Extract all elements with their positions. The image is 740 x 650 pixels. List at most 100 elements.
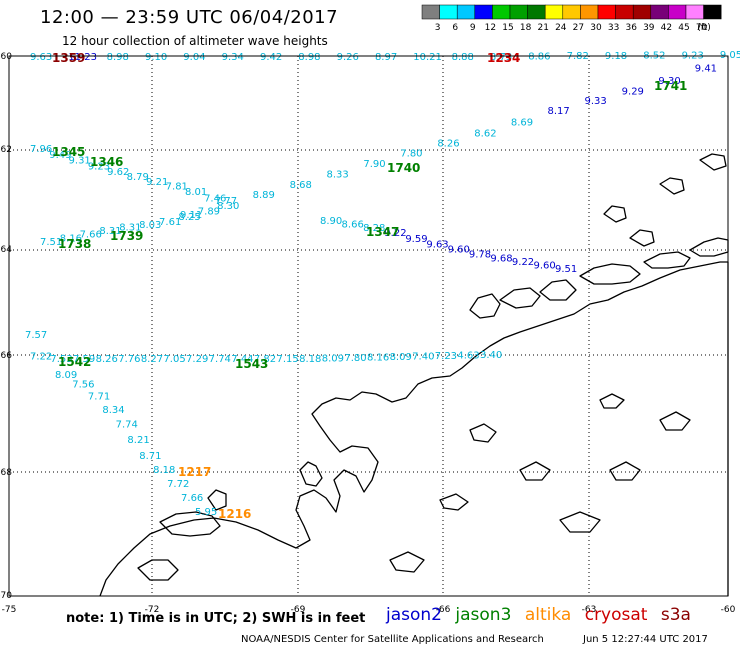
pass-time-label: 1347	[366, 225, 399, 239]
longitude-label: -63	[582, 605, 597, 615]
swh-value-label: 8.69	[511, 117, 533, 128]
legend-jason2: jason2	[386, 605, 442, 625]
page-title: 12:00 — 23:59 UTC 06/04/2017	[40, 7, 339, 28]
colorbar-legend: 3 6 9 12 15 18 21 24 27 30 33 36 39 42 45 70(ft)	[421, 4, 722, 33]
pass-time-label: 1216	[218, 507, 251, 521]
swh-value-label: 7.40	[412, 352, 434, 363]
pass-time-labels: 1359 1234 1741 1345 1346 1740 1739 1738 1347 1542…	[52, 51, 687, 521]
swh-value-label: 8.26	[96, 354, 118, 365]
colorbar-tick-label: 42	[661, 23, 672, 33]
colorbar-tick-label: 70	[696, 23, 708, 33]
swh-value-label: 7.56	[72, 380, 94, 391]
colorbar-swatch	[650, 4, 669, 20]
swh-value-label: 8.71	[139, 451, 161, 462]
pass-time-label: 1217	[178, 465, 211, 479]
colorbar-tick-label: 15	[502, 23, 513, 33]
swh-value-label: 9.11	[180, 210, 202, 221]
footer-timestamp: Jun 5 12:27:44 UTC 2017	[583, 634, 708, 645]
swh-value-label: 5.95	[195, 507, 217, 518]
swh-value-label: 8.66	[342, 219, 364, 230]
swh-value-label: 7.90	[363, 159, 385, 170]
swh-value-label: 7.66	[181, 493, 203, 504]
swh-value-label: 8.01	[185, 187, 207, 198]
swh-value-label: 8.27	[141, 354, 163, 365]
swh-value-label: 8.34	[102, 405, 124, 416]
swh-value-label: 7.53	[50, 354, 72, 365]
swh-value-label: 9.05	[720, 50, 740, 61]
colorbar-swatch	[597, 4, 616, 20]
swh-value-label: 8.31	[99, 226, 121, 237]
colorbar-swatch	[527, 4, 546, 20]
colorbar-swatch	[456, 4, 476, 20]
longitude-label: -66	[436, 605, 451, 615]
swh-value-label: 9.59	[405, 234, 427, 245]
latitude-label: -60	[0, 52, 12, 62]
swh-value-label: 8.89	[253, 190, 275, 201]
latitude-label: -66	[0, 351, 12, 361]
longitude-label: -75	[2, 605, 17, 615]
swh-value-label: 8.98	[298, 52, 320, 63]
swh-value-label: 7.59	[73, 354, 95, 365]
swh-value-label: 8.68	[290, 180, 312, 191]
swh-value-label: 8.98	[107, 52, 129, 63]
swh-value-label: 9.30	[658, 76, 680, 87]
swh-value-label: 8.17	[547, 106, 569, 117]
swh-value-label: 7.72	[167, 479, 189, 490]
swh-value-label: 9.63	[30, 52, 52, 63]
longitude-label: -69	[291, 605, 306, 615]
swh-value-label: 7.74	[209, 354, 231, 365]
swh-value-label: 8.09	[55, 370, 77, 381]
swh-value-label: 7.96	[30, 144, 52, 155]
swh-value-label: 8.28	[363, 223, 385, 234]
swh-value-label: 8.03	[139, 220, 161, 231]
page-subtitle: 12 hour collection of altimeter wave hei…	[62, 34, 328, 48]
swh-value-label: 8.90	[320, 216, 342, 227]
swh-value-label: 7.29	[186, 354, 208, 365]
swh-value-label: 9.31	[69, 156, 91, 167]
colorbar-tick-label: 21	[537, 23, 548, 33]
swh-value-label: 7.22	[30, 352, 52, 363]
swh-value-label: 9.41	[695, 64, 717, 75]
swh-value-label: 11.23	[68, 52, 97, 63]
swh-value-label: 7.77	[215, 196, 237, 207]
colorbar-tick-label: 24	[555, 23, 567, 33]
swh-value-label: 9.42	[260, 52, 282, 63]
graticule-gridlines	[9, 56, 728, 596]
colorbar-swatch	[703, 4, 722, 20]
satellite-legend: jason2 jason3 altika cryosat s3a	[386, 605, 691, 625]
swh-value-label: 4.63	[457, 351, 479, 362]
swh-value-label: 9.60	[448, 245, 470, 256]
swh-value-label: 8.88	[452, 52, 474, 63]
swh-value-label: 8.16	[60, 233, 82, 244]
swh-value-label: 7.15	[277, 354, 299, 365]
swh-value-label: 8.16	[367, 353, 389, 364]
legend-s3a: s3a	[660, 605, 691, 625]
swh-value-label: 9.23	[88, 161, 110, 172]
colorbar-swatch	[421, 4, 440, 20]
swh-value-label: 7.80	[344, 353, 366, 364]
swh-value-label: 7.80	[400, 149, 422, 160]
legend-altika: altika	[524, 605, 572, 625]
swh-value-label: 7.81	[166, 182, 188, 193]
latitude-labels: -60 -62 -64 -66 -68 -70	[0, 52, 12, 601]
pass-time-label: 1542	[58, 355, 91, 369]
swh-value-label: 7.44	[231, 354, 253, 365]
swh-value-label: 8.73	[490, 52, 512, 63]
colorbar-swatch	[509, 4, 528, 20]
colorbar-tick-label: 45	[678, 23, 689, 33]
swh-value-label: 7.71	[88, 391, 110, 402]
swh-value-label: 9.29	[622, 87, 644, 98]
colorbar-tick-label: 6	[452, 23, 458, 33]
colorbar-swatch	[439, 4, 458, 20]
legend-cryosat: cryosat	[584, 605, 648, 625]
swh-value-label: 7.82	[254, 354, 276, 365]
swh-value-label: 7.66	[80, 230, 102, 241]
legend-jason3: jason3	[455, 605, 512, 625]
swh-value-label: 8.62	[474, 129, 496, 140]
swh-value-label: 8.30	[217, 201, 239, 212]
swh-value-label: 8.26	[437, 139, 459, 150]
swh-value-label: 9.63	[426, 240, 448, 251]
latitude-label: -68	[0, 468, 12, 478]
